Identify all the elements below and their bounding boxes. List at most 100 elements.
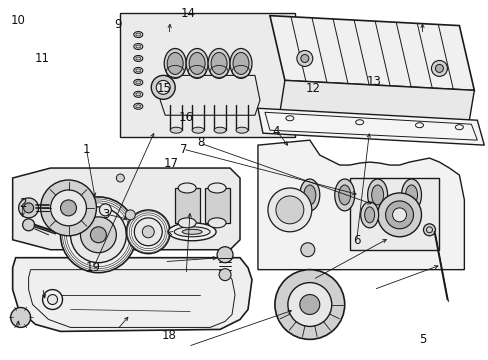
Ellipse shape xyxy=(208,49,229,78)
Polygon shape xyxy=(13,258,251,332)
Circle shape xyxy=(267,188,311,232)
Circle shape xyxy=(299,294,319,315)
Ellipse shape xyxy=(334,179,354,211)
Bar xyxy=(120,13,294,137)
Text: 9: 9 xyxy=(114,18,121,31)
Ellipse shape xyxy=(367,179,387,211)
Ellipse shape xyxy=(164,49,186,78)
Ellipse shape xyxy=(136,93,141,96)
Circle shape xyxy=(275,196,303,224)
Text: 11: 11 xyxy=(35,51,50,64)
Ellipse shape xyxy=(174,227,210,237)
Ellipse shape xyxy=(401,179,421,211)
Ellipse shape xyxy=(303,185,315,205)
Circle shape xyxy=(274,270,344,339)
Ellipse shape xyxy=(182,229,202,234)
Circle shape xyxy=(156,80,170,94)
Text: 19: 19 xyxy=(86,261,101,274)
Ellipse shape xyxy=(178,218,196,228)
Polygon shape xyxy=(160,75,260,115)
Ellipse shape xyxy=(178,183,196,193)
Bar xyxy=(349,178,439,250)
Text: 12: 12 xyxy=(305,82,320,95)
Circle shape xyxy=(435,64,443,72)
Ellipse shape xyxy=(168,223,216,241)
Circle shape xyxy=(219,269,230,280)
Polygon shape xyxy=(13,168,240,250)
Circle shape xyxy=(142,226,154,238)
Circle shape xyxy=(126,210,170,254)
Text: 18: 18 xyxy=(161,329,176,342)
Circle shape xyxy=(300,54,308,62)
Circle shape xyxy=(423,224,435,236)
Circle shape xyxy=(50,190,86,226)
Ellipse shape xyxy=(233,53,248,75)
Circle shape xyxy=(23,203,34,213)
Circle shape xyxy=(61,197,136,273)
Text: 6: 6 xyxy=(352,234,360,247)
Polygon shape xyxy=(279,80,473,120)
Text: 16: 16 xyxy=(178,111,193,124)
Ellipse shape xyxy=(208,183,225,193)
Circle shape xyxy=(41,180,96,236)
Polygon shape xyxy=(269,15,473,90)
Circle shape xyxy=(392,208,406,222)
Circle shape xyxy=(151,75,175,99)
Ellipse shape xyxy=(360,202,378,228)
Polygon shape xyxy=(258,140,464,270)
Circle shape xyxy=(125,210,135,220)
Polygon shape xyxy=(258,108,483,145)
Circle shape xyxy=(47,294,58,305)
Ellipse shape xyxy=(299,179,319,211)
Text: 7: 7 xyxy=(180,143,187,156)
Circle shape xyxy=(42,289,62,310)
Circle shape xyxy=(377,193,421,237)
Circle shape xyxy=(300,243,314,257)
Text: 15: 15 xyxy=(156,82,171,95)
Circle shape xyxy=(217,247,233,263)
Text: 4: 4 xyxy=(272,125,279,138)
Ellipse shape xyxy=(214,127,225,133)
Ellipse shape xyxy=(236,127,247,133)
Bar xyxy=(175,188,200,223)
Circle shape xyxy=(61,200,76,216)
Ellipse shape xyxy=(338,185,350,205)
Ellipse shape xyxy=(211,53,226,75)
Ellipse shape xyxy=(371,185,383,205)
Ellipse shape xyxy=(186,49,208,78)
Ellipse shape xyxy=(189,53,204,75)
Text: 14: 14 xyxy=(181,7,196,20)
Text: 3: 3 xyxy=(102,208,109,221)
Circle shape xyxy=(81,217,116,253)
Ellipse shape xyxy=(136,33,141,36)
Text: 2: 2 xyxy=(19,197,26,210)
Ellipse shape xyxy=(364,207,374,223)
Circle shape xyxy=(90,227,106,243)
Text: 5: 5 xyxy=(418,333,426,346)
Text: 8: 8 xyxy=(197,136,204,149)
Circle shape xyxy=(287,283,331,327)
Circle shape xyxy=(116,174,124,182)
Ellipse shape xyxy=(405,185,417,205)
Circle shape xyxy=(22,219,35,231)
Ellipse shape xyxy=(136,105,141,108)
Ellipse shape xyxy=(136,69,141,72)
Circle shape xyxy=(99,204,111,216)
Text: 17: 17 xyxy=(163,157,179,170)
Bar xyxy=(204,188,229,223)
Ellipse shape xyxy=(170,127,182,133)
Circle shape xyxy=(19,198,39,218)
Ellipse shape xyxy=(167,53,183,75)
Ellipse shape xyxy=(136,81,141,84)
Circle shape xyxy=(430,60,447,76)
Text: 13: 13 xyxy=(366,75,380,88)
Circle shape xyxy=(385,201,413,229)
Circle shape xyxy=(296,50,312,67)
Ellipse shape xyxy=(136,45,141,48)
Text: 10: 10 xyxy=(10,14,25,27)
Circle shape xyxy=(134,218,162,246)
Ellipse shape xyxy=(136,57,141,60)
Text: 1: 1 xyxy=(82,143,90,156)
Circle shape xyxy=(11,307,31,328)
Ellipse shape xyxy=(208,218,225,228)
